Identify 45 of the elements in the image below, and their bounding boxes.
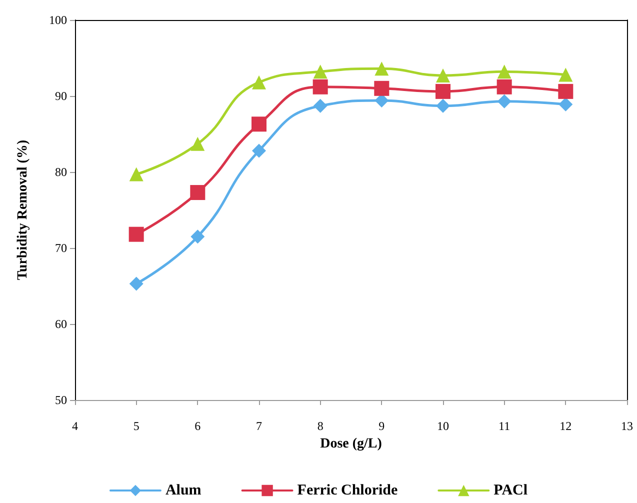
point [252,116,266,132]
point [558,84,574,99]
point [190,136,205,151]
point [497,94,512,108]
y-tick-label: 70 [55,241,67,255]
x-tick-label: 12 [560,419,572,433]
point [374,62,389,76]
y-axis-title: Turbidity Removal (%) [16,140,30,280]
legend-label: Alum [165,482,202,498]
legend-label: PACl [494,482,528,498]
point [497,64,512,79]
point [496,79,512,94]
point [436,98,450,113]
y-tick-label: 90 [55,89,67,103]
point [313,64,328,79]
point [558,68,573,82]
point [374,80,390,96]
point [312,79,328,94]
x-tick-label: 5 [133,419,140,433]
point [190,230,205,244]
x-tick-label: 7 [256,419,262,433]
y-tick-label: 60 [55,317,67,331]
x-tick-label: 4 [72,419,78,433]
point [436,84,450,99]
x-tick-label: 10 [437,419,449,433]
point [436,68,450,82]
y-tick-label: 100 [49,13,67,27]
point [128,226,144,242]
point [558,97,573,112]
x-tick-label: 13 [621,419,633,433]
x-tick-label: 11 [498,419,510,433]
y-tick-label: 50 [55,393,67,407]
legend-label: Ferric Chloride [297,482,398,498]
point [129,276,144,291]
point [313,98,328,113]
x-axis-title: Dose (g/L) [320,436,382,452]
point [252,144,266,158]
x-tick-label: 8 [317,419,324,433]
x-tick-label: 9 [378,419,385,433]
point [190,185,206,200]
x-tick-label: 6 [194,419,201,433]
point [129,167,144,182]
point [252,75,266,90]
y-tick-label: 80 [55,165,67,179]
point [374,94,389,108]
